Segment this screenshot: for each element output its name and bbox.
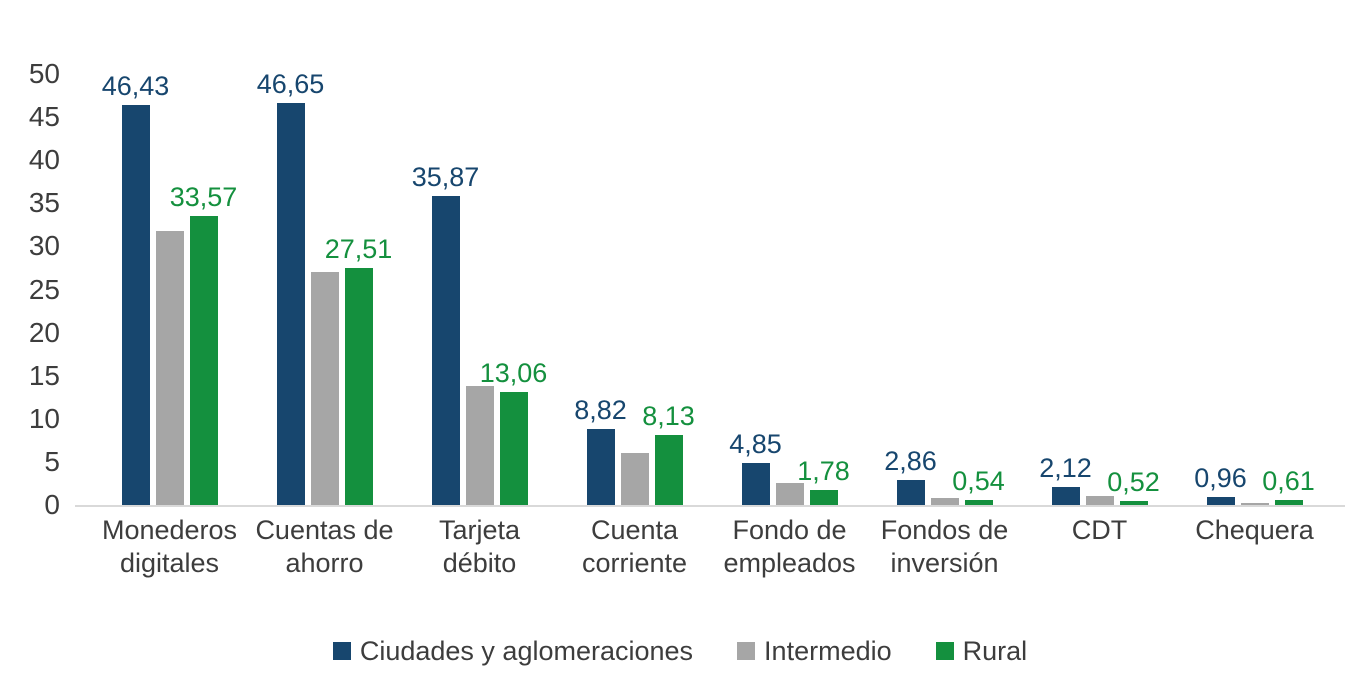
bar [310,272,339,505]
bar [930,498,959,505]
bar [1240,503,1269,505]
bar-value-label: 1,78 [797,455,850,486]
x-category-label: Tarjeta débito [438,515,521,578]
bar-value-label: 8,13 [642,400,695,431]
bar-group: 8,82 8,13 [557,74,712,505]
bar-group: 0,96 0,61 [1177,74,1332,505]
bar-value-label: 2,86 [884,446,937,477]
legend: Ciudades y aglomeraciones Intermedio Rural [0,636,1360,666]
bar-value-label: 0,61 [1262,465,1315,496]
bar: 46,65 [257,70,324,505]
legend-swatch-icon [935,642,954,660]
bar-value-label: 46,65 [256,68,325,99]
y-tick-label: 10 [28,402,60,434]
bar: 46,43 [102,72,169,505]
bar: 2,12 [1039,454,1092,505]
y-tick-label: 20 [28,316,60,348]
bar: 35,87 [412,163,479,505]
bar-value-label: 0,54 [952,466,1005,497]
legend-label: Ciudades y aglomeraciones [359,636,694,666]
x-category-label: Fondo de empleados [723,515,856,578]
bar-value-label: 0,52 [1107,466,1160,497]
bar-value-label: 46,43 [101,70,170,101]
y-tick-label: 5 [44,445,60,477]
x-axis-labels: Monederos digitales Cuentas de ahorro Tarj… [92,514,1332,580]
bar [155,230,184,505]
bar [620,453,649,505]
x-category-label: Cuenta corriente [581,515,688,578]
bar-value-label: 8,82 [574,394,627,425]
bar-value-label: 0,96 [1194,462,1247,493]
bar-value-label: 35,87 [411,161,480,192]
y-axis: 0 5 10 15 20 25 30 35 40 45 50 [0,60,60,519]
y-tick-label: 35 [28,187,60,219]
bar: 0,61 [1262,467,1315,505]
y-tick-label: 25 [28,273,60,305]
y-tick-label: 0 [44,489,60,520]
legend-item: Rural [935,636,1028,666]
y-tick-label: 50 [28,58,60,89]
y-tick-label: 40 [28,144,60,176]
bar [775,483,804,505]
y-tick-label: 45 [28,101,60,133]
bar-group: 35,87 13,06 [402,74,557,505]
x-category-label: CDT [1071,515,1128,545]
bar-group: 4,85 1,78 [712,74,867,505]
x-axis-line [75,505,1345,507]
x-category-label: Cuentas de ahorro [255,515,394,578]
x-category-label: Fondos de inversión [880,515,1009,578]
legend-swatch-icon [737,642,756,660]
y-tick-label: 30 [28,230,60,262]
legend-label: Rural [962,636,1028,666]
bar [1085,495,1114,505]
bar-value-label: 33,57 [169,181,238,212]
plot-area: 46,43 33,57 46,65 27,51 35,87 13,06 8,82 8,13 4,… [92,70,1332,505]
bar: 27,51 [325,235,392,505]
bar-group: 46,65 27,51 [247,70,402,505]
bar: 13,06 [480,360,547,505]
bar: 8,82 [574,396,627,505]
bar: 0,52 [1107,468,1160,505]
bar: 33,57 [170,183,237,505]
legend-label: Intermedio [764,636,892,666]
x-category-label: Chequera [1195,515,1314,545]
bar-group: 2,86 0,54 [867,74,1022,505]
bar-value-label: 4,85 [729,429,782,460]
bar-group: 2,12 0,52 [1022,74,1177,505]
bar [465,386,494,505]
bar: 1,78 [797,457,850,505]
bar: 0,54 [952,468,1005,505]
bar-group: 46,43 33,57 [92,72,247,505]
bar: 4,85 [729,431,782,505]
y-tick-label: 15 [28,359,60,391]
legend-item: Ciudades y aglomeraciones [332,636,694,666]
legend-item: Intermedio [737,636,892,666]
bar-value-label: 2,12 [1039,452,1092,483]
x-category-label: Monederos digitales [101,515,238,578]
bar-value-label: 27,51 [324,233,393,264]
bar-value-label: 13,06 [479,358,548,389]
bar: 2,86 [884,448,937,505]
bar: 0,96 [1194,464,1247,505]
legend-swatch-icon [332,642,351,660]
bar: 8,13 [642,402,695,505]
